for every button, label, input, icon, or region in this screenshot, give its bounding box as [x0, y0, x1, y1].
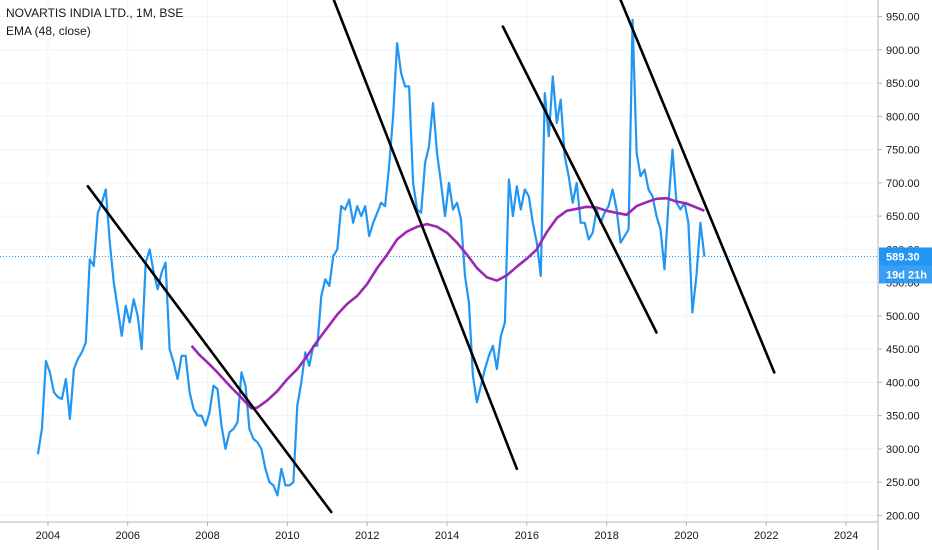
price-tick-label: 750.00 — [886, 145, 920, 157]
time-tick-label: 2020 — [674, 530, 698, 542]
price-tick-label: 950.00 — [886, 12, 920, 24]
time-axis[interactable]: 2004 2006 2008 2010 2012 2014 2016 2018 2020 2022… — [36, 522, 859, 542]
price-tick-label: 400.00 — [886, 377, 920, 389]
price-tag: 589.30 19d 21h — [879, 247, 932, 284]
price-tick-label: 300.00 — [886, 444, 920, 456]
time-tick-label: 2010 — [275, 530, 299, 542]
trendline[interactable] — [619, 0, 776, 374]
current-price-value: 589.30 — [886, 251, 920, 263]
current-price-tag — [879, 247, 932, 266]
time-tick-label: 2014 — [435, 530, 459, 542]
price-tick-label: 450.00 — [886, 344, 920, 356]
time-tick-label: 2016 — [515, 530, 539, 542]
trendline[interactable] — [501, 25, 658, 334]
time-tick-label: 2006 — [115, 530, 139, 542]
trendline-layer[interactable] — [86, 0, 776, 514]
price-axis[interactable]: 200.00 250.00 300.00 350.00 400.00 450.00 500.… — [878, 12, 920, 523]
time-tick-label: 2024 — [834, 530, 858, 542]
time-tick-label: 2018 — [594, 530, 618, 542]
price-tick-label: 500.00 — [886, 311, 920, 323]
price-tick-label: 700.00 — [886, 178, 920, 190]
time-tick-label: 2008 — [195, 530, 219, 542]
price-tick-label: 900.00 — [886, 45, 920, 57]
price-tick-label: 650.00 — [886, 211, 920, 223]
countdown-tag — [879, 265, 932, 284]
bar-countdown: 19d 21h — [886, 269, 927, 281]
trendline[interactable] — [331, 0, 519, 471]
series-layer — [36, 18, 706, 497]
indicator-label[interactable]: EMA (48, close) — [6, 24, 91, 38]
price-tick-label: 800.00 — [886, 111, 920, 123]
chart-grid — [0, 0, 878, 522]
trendline[interactable] — [86, 184, 333, 514]
time-tick-label: 2012 — [355, 530, 379, 542]
price-tick-label: 250.00 — [886, 477, 920, 489]
ema-series-line — [190, 196, 705, 410]
price-tick-label: 200.00 — [886, 510, 920, 522]
chart-legend: NOVARTIS INDIA LTD., 1M, BSE EMA (48, cl… — [6, 4, 183, 40]
price-tick-label: 850.00 — [886, 78, 920, 90]
time-tick-label: 2022 — [754, 530, 778, 542]
time-tick-label: 2004 — [36, 530, 60, 542]
price-tick-label: 350.00 — [886, 411, 920, 423]
price-series-line — [36, 18, 706, 497]
symbol-title[interactable]: NOVARTIS INDIA LTD., 1M, BSE — [6, 6, 184, 20]
